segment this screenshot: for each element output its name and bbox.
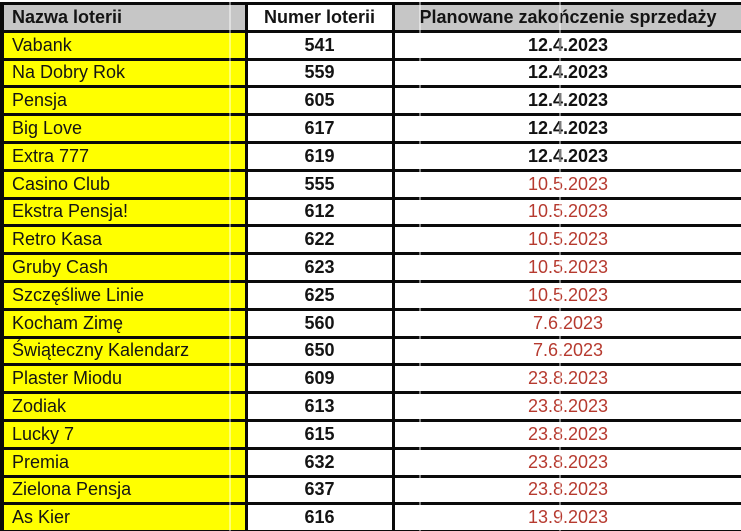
lottery-number-cell[interactable]: 541 bbox=[244, 29, 395, 61]
sales-end-date-cell[interactable]: 7.6.2023 bbox=[391, 307, 741, 339]
lottery-name-cell[interactable]: Vabank bbox=[0, 29, 248, 61]
sales-end-date-cell[interactable]: 10.5.2023 bbox=[391, 196, 741, 228]
table-row: Casino Club 555 10.5.2023 bbox=[0, 168, 741, 200]
lottery-number-cell[interactable]: 623 bbox=[244, 252, 395, 283]
table-row: Świąteczny Kalendarz 650 7.6.2023 bbox=[0, 335, 741, 367]
sales-end-date-cell[interactable]: 12.4.2023 bbox=[391, 57, 741, 89]
lottery-number-cell[interactable]: 622 bbox=[244, 224, 395, 256]
lottery-number-cell[interactable]: 619 bbox=[244, 140, 395, 172]
lottery-number-cell[interactable]: 616 bbox=[244, 502, 395, 531]
table-row: Lucky 7 615 23.8.2023 bbox=[0, 418, 741, 450]
column-header-planned-sales-end[interactable]: Planowane zakończenie sprzedaży bbox=[391, 2, 741, 33]
table-row: Kocham Zimę 560 7.6.2023 bbox=[0, 307, 741, 339]
lottery-number-cell[interactable]: 612 bbox=[244, 196, 395, 228]
sales-end-date-cell[interactable]: 7.6.2023 bbox=[391, 335, 741, 367]
sales-end-date-cell[interactable]: 23.8.2023 bbox=[391, 446, 741, 478]
header-row: Nazwa loterii Numer loterii Planowane za… bbox=[0, 2, 741, 33]
lottery-name-cell[interactable]: Casino Club bbox=[0, 168, 248, 200]
table-row: Retro Kasa 622 10.5.2023 bbox=[0, 224, 741, 256]
lottery-number-cell[interactable]: 637 bbox=[244, 474, 395, 506]
lottery-number-cell[interactable]: 625 bbox=[244, 279, 395, 311]
table-row: Big Love 617 12.4.2023 bbox=[0, 113, 741, 144]
sales-end-date-cell[interactable]: 10.5.2023 bbox=[391, 224, 741, 256]
sales-end-date-cell[interactable]: 12.4.2023 bbox=[391, 113, 741, 144]
table-row: Zielona Pensja 637 23.8.2023 bbox=[0, 474, 741, 506]
lottery-name-cell[interactable]: Lucky 7 bbox=[0, 418, 248, 450]
sales-end-date-cell[interactable]: 10.5.2023 bbox=[391, 168, 741, 200]
sales-end-date-cell[interactable]: 10.5.2023 bbox=[391, 252, 741, 283]
sales-end-date-cell[interactable]: 10.5.2023 bbox=[391, 279, 741, 311]
lottery-name-cell[interactable]: Szczęśliwe Linie bbox=[0, 279, 248, 311]
sales-end-date-cell[interactable]: 12.4.2023 bbox=[391, 140, 741, 172]
lottery-name-cell[interactable]: Plaster Miodu bbox=[0, 363, 248, 395]
lottery-number-cell[interactable]: 615 bbox=[244, 418, 395, 450]
lottery-name-cell[interactable]: Świąteczny Kalendarz bbox=[0, 335, 248, 367]
lottery-name-cell[interactable]: Retro Kasa bbox=[0, 224, 248, 256]
table-row: Extra 777 619 12.4.2023 bbox=[0, 140, 741, 172]
table-row: Pensja 605 12.4.2023 bbox=[0, 85, 741, 117]
table-row: Szczęśliwe Linie 625 10.5.2023 bbox=[0, 279, 741, 311]
sales-end-date-cell[interactable]: 12.4.2023 bbox=[391, 85, 741, 117]
table-row: As Kier 616 13.9.2023 bbox=[0, 502, 741, 531]
lottery-number-cell[interactable]: 609 bbox=[244, 363, 395, 395]
table-row: Ekstra Pensja! 612 10.5.2023 bbox=[0, 196, 741, 228]
lottery-name-cell[interactable]: Ekstra Pensja! bbox=[0, 196, 248, 228]
table-row: Gruby Cash 623 10.5.2023 bbox=[0, 252, 741, 283]
lottery-name-cell[interactable]: Extra 777 bbox=[0, 140, 248, 172]
sales-end-date-cell[interactable]: 12.4.2023 bbox=[391, 29, 741, 61]
lottery-number-cell[interactable]: 555 bbox=[244, 168, 395, 200]
sales-end-date-cell[interactable]: 23.8.2023 bbox=[391, 391, 741, 422]
lottery-name-cell[interactable]: Zielona Pensja bbox=[0, 474, 248, 506]
column-header-lottery-number[interactable]: Numer loterii bbox=[244, 2, 395, 33]
lottery-number-cell[interactable]: 560 bbox=[244, 307, 395, 339]
lottery-name-cell[interactable]: Premia bbox=[0, 446, 248, 478]
sales-end-date-cell[interactable]: 13.9.2023 bbox=[391, 502, 741, 531]
lottery-number-cell[interactable]: 613 bbox=[244, 391, 395, 422]
table-row: Vabank 541 12.4.2023 bbox=[0, 29, 741, 61]
table-row: Plaster Miodu 609 23.8.2023 bbox=[0, 363, 741, 395]
lottery-name-cell[interactable]: Zodiak bbox=[0, 391, 248, 422]
lottery-name-cell[interactable]: Gruby Cash bbox=[0, 252, 248, 283]
lottery-table-body: Vabank 541 12.4.2023 Na Dobry Rok 559 12… bbox=[0, 29, 741, 531]
sales-end-date-cell[interactable]: 23.8.2023 bbox=[391, 363, 741, 395]
lottery-name-cell[interactable]: Na Dobry Rok bbox=[0, 57, 248, 89]
lottery-name-cell[interactable]: Pensja bbox=[0, 85, 248, 117]
lottery-number-cell[interactable]: 650 bbox=[244, 335, 395, 367]
lottery-number-cell[interactable]: 617 bbox=[244, 113, 395, 144]
lottery-number-cell[interactable]: 605 bbox=[244, 85, 395, 117]
lottery-name-cell[interactable]: Big Love bbox=[0, 113, 248, 144]
lottery-number-cell[interactable]: 632 bbox=[244, 446, 395, 478]
table-row: Zodiak 613 23.8.2023 bbox=[0, 391, 741, 422]
sales-end-date-cell[interactable]: 23.8.2023 bbox=[391, 418, 741, 450]
table-row: Na Dobry Rok 559 12.4.2023 bbox=[0, 57, 741, 89]
lottery-number-cell[interactable]: 559 bbox=[244, 57, 395, 89]
lottery-name-cell[interactable]: Kocham Zimę bbox=[0, 307, 248, 339]
sales-end-date-cell[interactable]: 23.8.2023 bbox=[391, 474, 741, 506]
lottery-name-cell[interactable]: As Kier bbox=[0, 502, 248, 531]
table-row: Premia 632 23.8.2023 bbox=[0, 446, 741, 478]
column-header-lottery-name[interactable]: Nazwa loterii bbox=[0, 2, 248, 33]
